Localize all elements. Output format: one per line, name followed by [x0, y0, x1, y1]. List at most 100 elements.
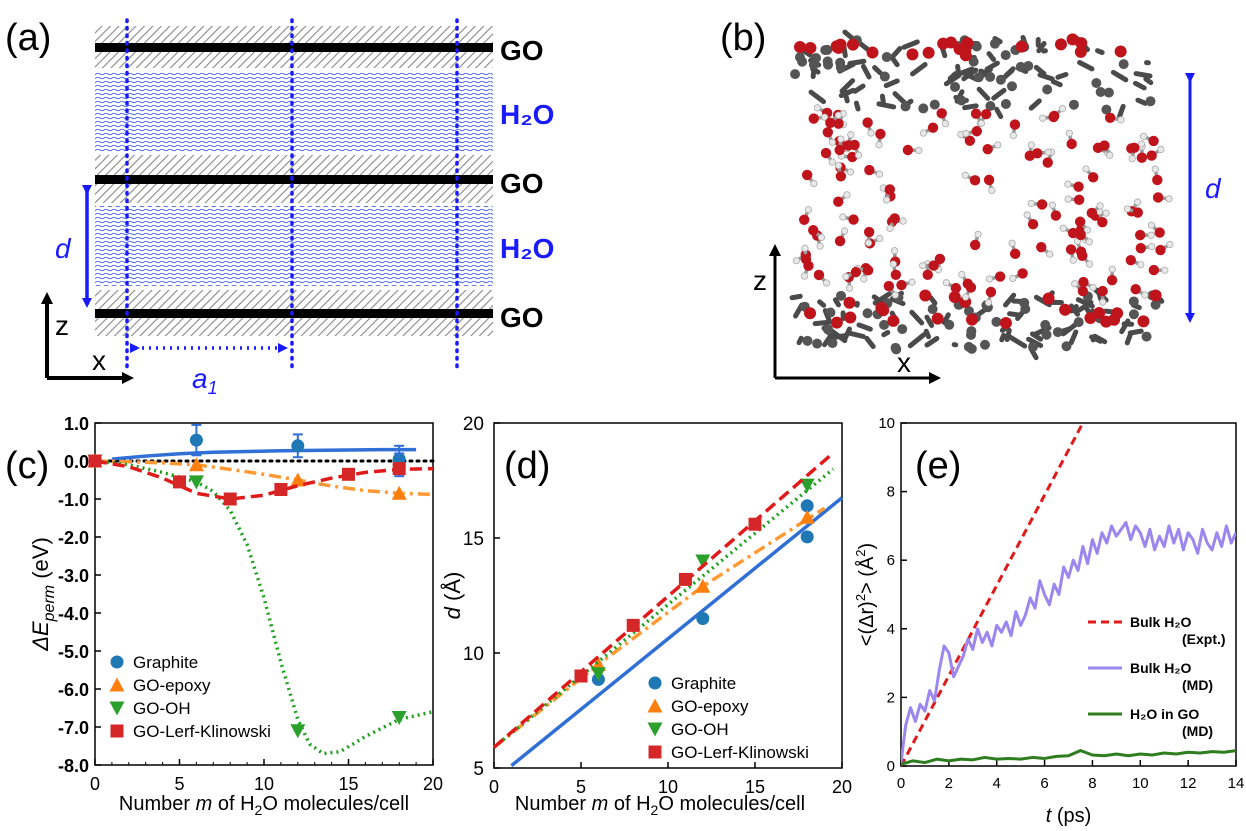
oxygen-atom — [1152, 192, 1164, 203]
hydrogen-atom — [1148, 242, 1156, 251]
oxygen-atom — [1073, 194, 1085, 206]
oxygen-atom — [804, 41, 817, 54]
y-tick-label: 10 — [878, 415, 895, 432]
data-point-go-lerf-klinowski — [173, 475, 186, 489]
x-axis-label: Number m of H2O molecules/cell — [515, 793, 805, 818]
data-point-go-lerf-klinowski — [223, 492, 237, 506]
carbon-bond — [1036, 40, 1047, 54]
oxygen-atom — [889, 213, 900, 224]
oxygen-atom — [850, 266, 862, 278]
y-axis-label: <(Δr)2> (Å2) — [853, 543, 878, 646]
oxygen-atom — [822, 127, 834, 138]
carbon-atom — [900, 101, 911, 112]
oxygen-atom — [948, 291, 961, 304]
carbon-atom — [971, 41, 982, 52]
x-label-part: Number — [515, 793, 592, 815]
x-label-sub: 2 — [651, 802, 659, 818]
hydrogen-atom — [867, 129, 875, 137]
carbon-bond — [909, 309, 925, 326]
oxygen-atom — [999, 317, 1012, 330]
y-tick-label: 15 — [463, 529, 484, 550]
x-axis-label: Number m of H2O molecules/cell — [119, 793, 409, 818]
hydrogen-atom — [828, 158, 836, 166]
carbon-atom — [1042, 84, 1053, 95]
carbon-atom — [985, 101, 996, 112]
y-label-text: <(Δr) — [856, 601, 878, 646]
hydrogen-atom — [846, 168, 855, 176]
hydrogen-atom — [801, 244, 809, 252]
x-tick-label: 6 — [1040, 775, 1048, 792]
carbon-bond — [881, 329, 891, 338]
fit-line-go-epoxy — [492, 506, 826, 749]
plot-frame — [900, 422, 1237, 767]
carbon-bond — [1158, 297, 1165, 304]
data-point-graphite — [696, 612, 710, 625]
hydrogen-atom — [817, 233, 826, 242]
axis-z-label-b: z — [753, 265, 767, 296]
hydrogen-atom — [810, 179, 818, 188]
hydrogen-atom — [1141, 291, 1149, 299]
carbon-atom — [1006, 81, 1017, 92]
hydrogen-atom — [1106, 151, 1114, 159]
hydrogen-atom — [834, 111, 842, 119]
carbon-atom — [1128, 296, 1139, 307]
carbon-bond — [994, 106, 1004, 120]
oxygen-atom — [1093, 307, 1106, 320]
oxygen-atom — [928, 260, 939, 271]
hydrogen-atom — [915, 146, 923, 155]
carbon-atom — [1068, 99, 1079, 110]
hydrogen-atom — [1039, 114, 1047, 122]
go-sheet-bottom — [95, 309, 493, 318]
y-axis-label: ΔEperm (eV) — [28, 537, 58, 652]
legend-label: H₂O in GO — [1130, 706, 1199, 722]
carbon-bond — [924, 314, 935, 328]
x-tick-label: 10 — [254, 774, 274, 794]
oxygen-atom — [862, 265, 874, 276]
carbon-atom — [989, 38, 1000, 49]
oxygen-atom — [985, 286, 997, 298]
data-point-graphite — [189, 433, 203, 447]
data-point-go-oh — [590, 667, 606, 682]
carbon-atom — [1128, 309, 1139, 320]
oxygen-atom — [1065, 244, 1077, 255]
oxygen-atom — [801, 169, 813, 181]
oxygen-atom — [922, 46, 935, 59]
hydrogen-atom — [890, 247, 899, 255]
y-tick-label: 10 — [463, 644, 484, 665]
carbon-atom — [879, 71, 890, 82]
carbon-bond — [1127, 328, 1144, 336]
axis-x-label-a: x — [92, 345, 106, 376]
a1-label: a1 — [192, 363, 218, 398]
carbon-atom — [823, 324, 834, 335]
oxygen-atom — [833, 118, 844, 129]
hydrogen-atom — [860, 275, 868, 283]
y-label-main: ΔE — [28, 621, 53, 652]
legend-marker — [648, 745, 662, 759]
carbon-bond — [1124, 332, 1133, 346]
x-tick-label: 20 — [832, 777, 852, 797]
oxygen-atom — [937, 37, 950, 50]
hydrogen-atom — [1027, 199, 1035, 208]
fit-line-go-lerf-klinowski — [94, 459, 434, 501]
oxygen-atom — [1027, 218, 1039, 230]
hydrogen-atom — [1137, 140, 1145, 148]
y-tick-label: -5.0 — [58, 642, 89, 662]
oxygen-atom — [1135, 243, 1146, 254]
legend-sublabel: (MD) — [1182, 723, 1213, 739]
hydrogen-atom — [1157, 145, 1165, 154]
carbon-bond — [1029, 331, 1044, 342]
oxygen-atom — [971, 126, 982, 137]
data-point-go-lerf-klinowski — [88, 454, 102, 468]
y-label-end: ) — [856, 543, 878, 550]
layer-label-h2o-1: H₂O — [500, 99, 554, 130]
carbon-bond — [1033, 64, 1047, 77]
carbon-bond — [801, 48, 813, 58]
hydrogen-atom — [1117, 116, 1125, 124]
carbon-bond — [901, 39, 920, 50]
carbon-atom — [1019, 297, 1030, 308]
y-tick-label: -1.0 — [58, 490, 89, 510]
carbon-atom — [1000, 98, 1011, 109]
oxygen-atom — [883, 280, 895, 292]
data-point-graphite — [800, 499, 814, 513]
hydrogen-atom — [1083, 226, 1092, 234]
